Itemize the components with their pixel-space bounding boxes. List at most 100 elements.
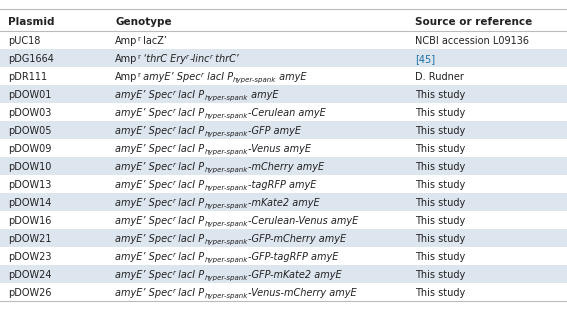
Text: amyE: amyE <box>276 72 307 82</box>
Text: -linc: -linc <box>189 54 210 64</box>
Bar <box>0 157 567 175</box>
Text: amyE’ Spec: amyE’ Spec <box>115 270 172 280</box>
Text: lacZ’: lacZ’ <box>140 36 167 46</box>
Text: hyper-spank: hyper-spank <box>205 131 248 137</box>
Text: Source or reference: Source or reference <box>415 17 532 27</box>
Text: r: r <box>137 36 140 42</box>
Text: pDR111: pDR111 <box>8 72 47 82</box>
Text: This study: This study <box>415 234 466 244</box>
Text: pDOW24: pDOW24 <box>8 270 52 280</box>
Bar <box>0 49 567 67</box>
Text: -Cerulean amyE: -Cerulean amyE <box>248 108 325 118</box>
Text: hyper-spank: hyper-spank <box>205 293 248 299</box>
Bar <box>0 121 567 139</box>
Text: amyE’ Spec: amyE’ Spec <box>115 108 172 118</box>
Bar <box>0 103 567 121</box>
Text: lacI P: lacI P <box>175 198 205 208</box>
Text: This study: This study <box>415 180 466 190</box>
Text: lacI P: lacI P <box>175 216 205 226</box>
Bar <box>0 265 567 283</box>
Text: r: r <box>172 144 175 150</box>
Text: pDOW13: pDOW13 <box>8 180 52 190</box>
Text: hyper-spank: hyper-spank <box>205 113 248 119</box>
Text: Genotype: Genotype <box>115 17 172 27</box>
Bar <box>0 31 567 49</box>
Text: r: r <box>172 234 175 240</box>
Text: lacI P: lacI P <box>175 90 205 100</box>
Text: lacI P: lacI P <box>175 144 205 154</box>
Text: amyE’ Spec: amyE’ Spec <box>115 234 172 244</box>
Text: r: r <box>186 54 189 60</box>
Text: hyper-spank: hyper-spank <box>233 77 276 83</box>
Text: r: r <box>172 252 175 258</box>
Text: r: r <box>172 270 175 276</box>
Text: lacI P: lacI P <box>175 180 205 190</box>
Text: pDOW03: pDOW03 <box>8 108 52 118</box>
Text: pDOW09: pDOW09 <box>8 144 52 154</box>
Bar <box>0 139 567 157</box>
Text: amyE’ Spec: amyE’ Spec <box>115 90 172 100</box>
Text: -Venus-mCherry amyE: -Venus-mCherry amyE <box>248 288 357 298</box>
Text: pUC18: pUC18 <box>8 36 40 46</box>
Text: This study: This study <box>415 162 466 172</box>
Text: r: r <box>137 54 140 60</box>
Text: r: r <box>172 126 175 132</box>
Text: lacI P: lacI P <box>175 126 205 136</box>
Text: r: r <box>172 162 175 168</box>
Text: This study: This study <box>415 108 466 118</box>
Text: amyE’ Spec: amyE’ Spec <box>140 72 201 82</box>
Text: lacI P: lacI P <box>175 108 205 118</box>
Text: hyper-spank: hyper-spank <box>205 221 248 227</box>
Text: pDOW21: pDOW21 <box>8 234 52 244</box>
Text: hyper-spank: hyper-spank <box>205 239 248 245</box>
Text: This study: This study <box>415 198 466 208</box>
Text: D. Rudner: D. Rudner <box>415 72 464 82</box>
Text: pDG1664: pDG1664 <box>8 54 54 64</box>
Text: This study: This study <box>415 270 466 280</box>
Text: -tagRFP amyE: -tagRFP amyE <box>248 180 316 190</box>
Bar <box>0 9 567 31</box>
Text: r: r <box>210 54 213 60</box>
Text: r: r <box>172 180 175 186</box>
Text: pDOW16: pDOW16 <box>8 216 52 226</box>
Text: r: r <box>137 72 140 78</box>
Text: hyper-spank: hyper-spank <box>205 167 248 173</box>
Text: amyE’ Spec: amyE’ Spec <box>115 144 172 154</box>
Text: Amp: Amp <box>115 72 137 82</box>
Text: r: r <box>172 198 175 204</box>
Text: r: r <box>172 108 175 114</box>
Text: thrC’: thrC’ <box>213 54 239 64</box>
Text: amyE’ Spec: amyE’ Spec <box>115 180 172 190</box>
Text: amyE’ Spec: amyE’ Spec <box>115 162 172 172</box>
Text: -mCherry amyE: -mCherry amyE <box>248 162 324 172</box>
Text: r: r <box>172 90 175 96</box>
Text: pDOW23: pDOW23 <box>8 252 52 262</box>
Bar <box>0 85 567 103</box>
Text: Plasmid: Plasmid <box>8 17 54 27</box>
Text: r: r <box>172 288 175 294</box>
Text: lacI P: lacI P <box>175 162 205 172</box>
Text: r: r <box>172 216 175 222</box>
Text: hyper-spank: hyper-spank <box>205 257 248 263</box>
Text: hyper-spank: hyper-spank <box>205 185 248 191</box>
Bar <box>0 67 567 85</box>
Text: [45]: [45] <box>415 54 435 64</box>
Bar <box>0 283 567 301</box>
Text: pDOW14: pDOW14 <box>8 198 52 208</box>
Text: This study: This study <box>415 144 466 154</box>
Text: -GFP amyE: -GFP amyE <box>248 126 301 136</box>
Text: NCBI accession L09136: NCBI accession L09136 <box>415 36 529 46</box>
Text: lacI P: lacI P <box>175 234 205 244</box>
Text: pDOW10: pDOW10 <box>8 162 52 172</box>
Text: -Cerulean-Venus amyE: -Cerulean-Venus amyE <box>248 216 358 226</box>
Text: lacI P: lacI P <box>175 288 205 298</box>
Text: This study: This study <box>415 288 466 298</box>
Text: lacI P: lacI P <box>175 270 205 280</box>
Text: pDOW01: pDOW01 <box>8 90 52 100</box>
Bar <box>0 229 567 247</box>
Text: -GFP-tagRFP amyE: -GFP-tagRFP amyE <box>248 252 338 262</box>
Bar <box>0 193 567 211</box>
Text: hyper-spank: hyper-spank <box>205 203 248 209</box>
Text: r: r <box>201 72 204 78</box>
Text: This study: This study <box>415 252 466 262</box>
